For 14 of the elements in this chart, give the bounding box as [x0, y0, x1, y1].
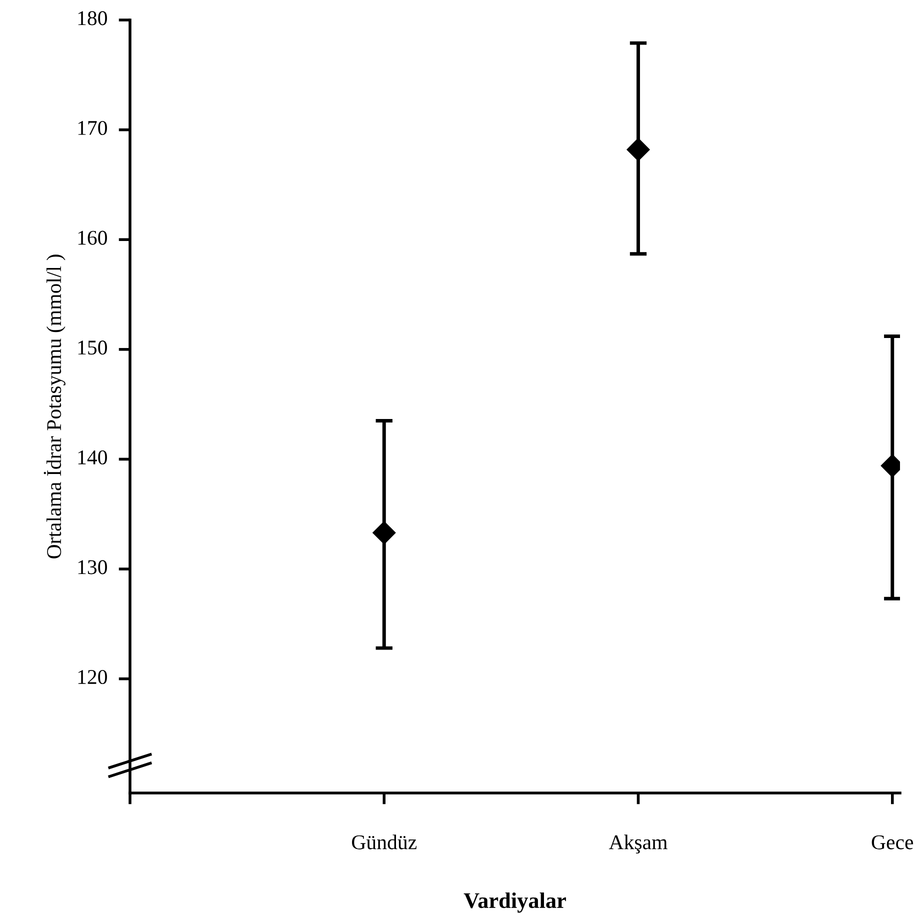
y-tick-label: 120: [78, 670, 107, 684]
y-axis-title: Ortalama İdrar Potasyumu (mmol/l ): [44, 254, 66, 558]
point: [372, 521, 396, 544]
x-tick-label: Gündüz: [352, 834, 417, 850]
point: [626, 138, 650, 162]
y-tick-label: 180: [78, 11, 107, 26]
y-tick-label: 140: [78, 450, 107, 464]
x-tick-label: Akşam: [608, 834, 668, 854]
y-tick-label: 170: [78, 120, 107, 136]
y-tick-label: 150: [78, 340, 107, 355]
y-tick-label: 130: [78, 560, 107, 574]
x-tick-label: Gece: [872, 835, 914, 850]
x-axis-title: Vardiyalar: [464, 892, 566, 913]
y-tick-label: 160: [78, 230, 107, 245]
